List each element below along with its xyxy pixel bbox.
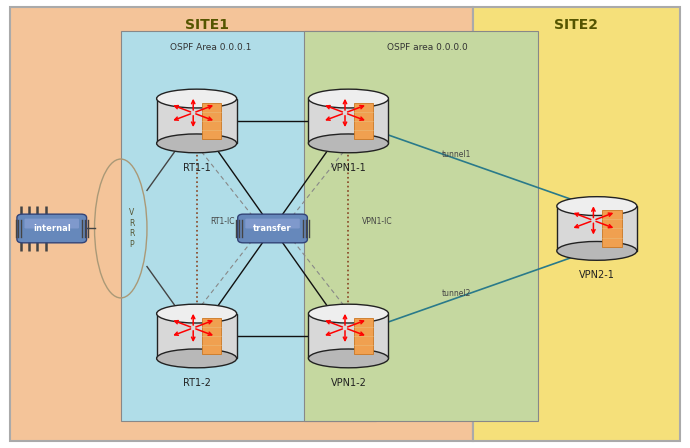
Text: tunnel1: tunnel1 — [442, 150, 471, 159]
FancyBboxPatch shape — [557, 206, 637, 251]
Ellipse shape — [157, 304, 237, 323]
FancyBboxPatch shape — [10, 7, 473, 441]
Text: V
R
R
P: V R R P — [129, 208, 135, 249]
Text: OSPF area 0.0.0.0: OSPF area 0.0.0.0 — [387, 43, 469, 52]
Ellipse shape — [308, 304, 388, 323]
Text: VPN1-IC: VPN1-IC — [362, 217, 393, 226]
Text: tunnel2: tunnel2 — [442, 289, 471, 298]
Text: SITE1: SITE1 — [185, 17, 229, 32]
Ellipse shape — [308, 89, 388, 108]
FancyBboxPatch shape — [17, 214, 87, 243]
Text: VPN2-1: VPN2-1 — [579, 270, 615, 280]
Text: internal: internal — [33, 224, 70, 233]
Text: SITE2: SITE2 — [554, 17, 598, 32]
FancyBboxPatch shape — [602, 210, 622, 247]
Text: VPN1-1: VPN1-1 — [331, 163, 366, 172]
FancyBboxPatch shape — [246, 219, 300, 228]
Ellipse shape — [557, 241, 637, 260]
Text: RT1-2: RT1-2 — [183, 378, 210, 388]
FancyBboxPatch shape — [237, 214, 307, 243]
Text: RT1-1: RT1-1 — [183, 163, 210, 172]
FancyBboxPatch shape — [308, 314, 388, 358]
Ellipse shape — [308, 134, 388, 153]
FancyBboxPatch shape — [354, 318, 373, 354]
FancyBboxPatch shape — [354, 103, 373, 139]
Ellipse shape — [308, 349, 388, 368]
FancyBboxPatch shape — [202, 103, 221, 139]
FancyBboxPatch shape — [304, 31, 538, 421]
Text: RT1-IC: RT1-IC — [210, 217, 235, 226]
FancyBboxPatch shape — [473, 7, 680, 441]
Ellipse shape — [157, 349, 237, 368]
FancyBboxPatch shape — [308, 99, 388, 143]
FancyBboxPatch shape — [202, 318, 221, 354]
Ellipse shape — [157, 134, 237, 153]
FancyBboxPatch shape — [157, 99, 237, 143]
Text: OSPF Area 0.0.0.1: OSPF Area 0.0.0.1 — [170, 43, 251, 52]
Ellipse shape — [557, 197, 637, 215]
Ellipse shape — [157, 89, 237, 108]
FancyBboxPatch shape — [121, 31, 376, 421]
FancyBboxPatch shape — [157, 314, 237, 358]
FancyBboxPatch shape — [24, 219, 79, 228]
Text: transfer: transfer — [253, 224, 292, 233]
Text: VPN1-2: VPN1-2 — [331, 378, 366, 388]
